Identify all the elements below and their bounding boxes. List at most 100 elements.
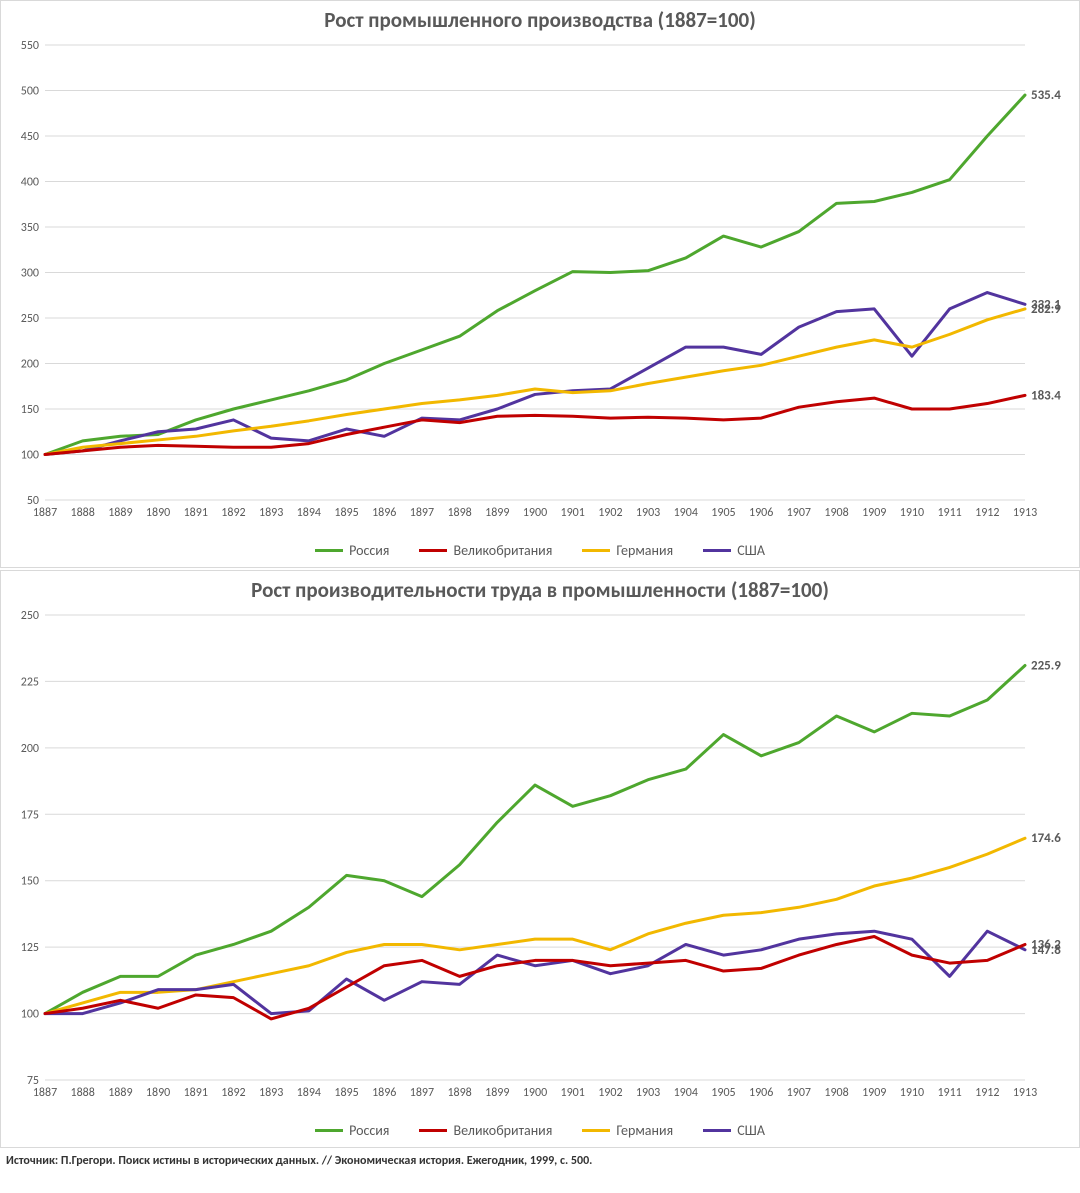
svg-text:1906: 1906: [749, 506, 773, 520]
chart2-svg: 7510012515017520022525018871888188918901…: [7, 609, 1075, 1116]
svg-text:1891: 1891: [184, 1086, 208, 1100]
legend-swatch-uk: [419, 1129, 447, 1132]
svg-text:1892: 1892: [221, 506, 245, 520]
svg-text:150: 150: [21, 875, 39, 889]
svg-text:1911: 1911: [937, 1086, 961, 1100]
svg-text:1896: 1896: [372, 506, 396, 520]
legend-item-germany: Германия: [582, 542, 673, 559]
legend-swatch-germany: [582, 1129, 610, 1132]
series-line-uk: [45, 937, 1025, 1019]
svg-text:1895: 1895: [334, 1086, 358, 1100]
legend-label-uk: Великобритания: [453, 542, 552, 559]
svg-text:1907: 1907: [787, 1086, 811, 1100]
svg-text:1889: 1889: [108, 506, 132, 520]
legend-label-usa: США: [737, 542, 765, 559]
svg-text:1913: 1913: [1013, 506, 1037, 520]
svg-text:1888: 1888: [71, 1086, 95, 1100]
series-line-uk: [45, 395, 1025, 454]
series-end-label-russia: 225.9: [1031, 658, 1061, 673]
chart2-title: Рост производительности труда в промышле…: [7, 577, 1073, 603]
svg-text:1888: 1888: [71, 506, 95, 520]
svg-text:1901: 1901: [561, 1086, 585, 1100]
legend-swatch-russia: [315, 1129, 343, 1132]
svg-text:1906: 1906: [749, 1086, 773, 1100]
series-end-label-russia: 535.4: [1031, 88, 1061, 103]
svg-text:1887: 1887: [33, 506, 57, 520]
legend-label-russia: Россия: [349, 1122, 389, 1139]
svg-text:1904: 1904: [674, 1086, 698, 1100]
svg-text:450: 450: [21, 130, 39, 144]
chart1-title: Рост промышленного производства (1887=10…: [7, 7, 1073, 33]
svg-text:1907: 1907: [787, 506, 811, 520]
legend-swatch-russia: [315, 549, 343, 552]
svg-text:1904: 1904: [674, 506, 698, 520]
legend-item-uk: Великобритания: [419, 1122, 552, 1139]
svg-text:1909: 1909: [862, 1086, 886, 1100]
legend-label-germany: Германия: [616, 1122, 673, 1139]
legend-swatch-usa: [703, 549, 731, 552]
svg-text:1897: 1897: [410, 1086, 434, 1100]
svg-text:1908: 1908: [824, 506, 848, 520]
chart1-plot: 5010015020025030035040045050055018871888…: [7, 39, 1073, 536]
legend-item-russia: Россия: [315, 542, 389, 559]
series-line-germany: [45, 309, 1025, 455]
svg-text:1910: 1910: [900, 506, 924, 520]
legend-label-usa: США: [737, 1122, 765, 1139]
svg-text:100: 100: [21, 449, 39, 463]
legend-item-usa: США: [703, 1122, 765, 1139]
svg-text:1887: 1887: [33, 1086, 57, 1100]
legend-label-germany: Германия: [616, 542, 673, 559]
svg-text:1899: 1899: [485, 1086, 509, 1100]
legend-swatch-germany: [582, 549, 610, 552]
svg-text:1901: 1901: [561, 506, 585, 520]
svg-text:1893: 1893: [259, 506, 283, 520]
series-end-label-uk: 136.2: [1031, 937, 1061, 952]
svg-text:100: 100: [21, 1008, 39, 1022]
svg-text:1892: 1892: [221, 1086, 245, 1100]
svg-text:1899: 1899: [485, 506, 509, 520]
legend-item-russia: Россия: [315, 1122, 389, 1139]
svg-text:1912: 1912: [975, 1086, 999, 1100]
legend-label-uk: Великобритания: [453, 1122, 552, 1139]
chart-industrial-production: Рост промышленного производства (1887=10…: [0, 0, 1080, 568]
series-line-usa: [45, 293, 1025, 455]
svg-text:1905: 1905: [711, 1086, 735, 1100]
svg-text:500: 500: [21, 85, 39, 99]
svg-text:1900: 1900: [523, 506, 547, 520]
legend-item-germany: Германия: [582, 1122, 673, 1139]
svg-text:300: 300: [21, 267, 39, 281]
svg-text:1893: 1893: [259, 1086, 283, 1100]
svg-text:250: 250: [21, 312, 39, 326]
svg-text:1900: 1900: [523, 1086, 547, 1100]
svg-text:1911: 1911: [937, 506, 961, 520]
svg-text:200: 200: [21, 742, 39, 756]
svg-text:1894: 1894: [297, 506, 321, 520]
svg-text:1902: 1902: [598, 506, 622, 520]
svg-text:175: 175: [21, 808, 39, 822]
page-root: { "colors": { "background": "#ffffff", "…: [0, 0, 1080, 1178]
svg-text:1910: 1910: [900, 1086, 924, 1100]
chart-labor-productivity: Рост производительности труда в промышле…: [0, 570, 1080, 1148]
svg-text:150: 150: [21, 403, 39, 417]
svg-text:1890: 1890: [146, 1086, 170, 1100]
legend-item-uk: Великобритания: [419, 542, 552, 559]
svg-text:1895: 1895: [334, 506, 358, 520]
source-note: Источник: П.Грегори. Поиск истины в исто…: [0, 1150, 1080, 1178]
svg-text:1908: 1908: [824, 1086, 848, 1100]
chart2-plot: 7510012515017520022525018871888188918901…: [7, 609, 1073, 1116]
svg-text:1897: 1897: [410, 506, 434, 520]
svg-text:400: 400: [21, 176, 39, 190]
svg-text:1913: 1913: [1013, 1086, 1037, 1100]
svg-text:250: 250: [21, 609, 39, 623]
legend-swatch-uk: [419, 549, 447, 552]
series-end-label-germany: 282.9: [1031, 302, 1061, 317]
svg-text:1912: 1912: [975, 506, 999, 520]
series-line-germany: [45, 838, 1025, 1013]
svg-text:350: 350: [21, 221, 39, 235]
svg-text:1903: 1903: [636, 1086, 660, 1100]
series-line-usa: [45, 931, 1025, 1013]
svg-text:1890: 1890: [146, 506, 170, 520]
svg-text:1905: 1905: [711, 506, 735, 520]
svg-text:1894: 1894: [297, 1086, 321, 1100]
legend-swatch-usa: [703, 1129, 731, 1132]
